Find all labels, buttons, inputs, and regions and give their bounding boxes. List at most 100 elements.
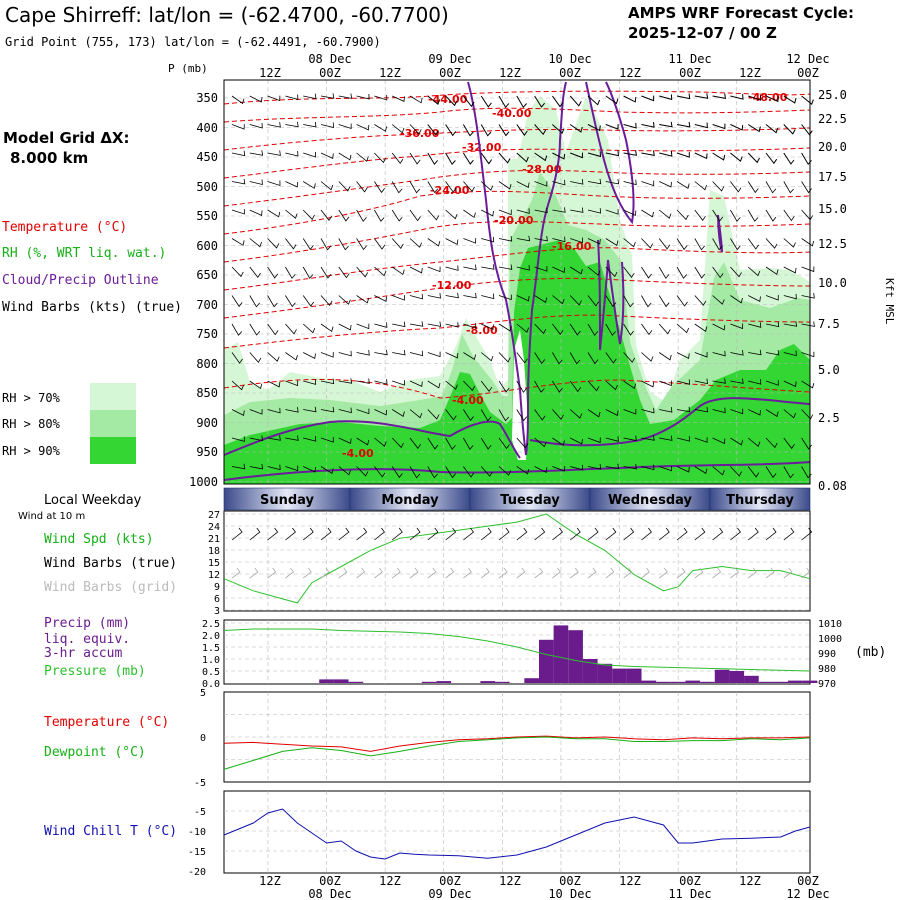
wind-barb-13-18 [552, 465, 566, 472]
wind-barb-5-18 [552, 236, 566, 243]
wind-barb-2-24 [659, 151, 673, 157]
wind-barb-2-17 [534, 152, 548, 162]
wind-barb-13-28 [730, 466, 742, 477]
wind-barb-6-17 [534, 266, 548, 272]
wc-ytick-1: -10 [188, 827, 206, 838]
wind-barb-0-31 [783, 95, 797, 104]
wind-barb-9-21 [605, 352, 617, 364]
surface-barb-2 [267, 527, 279, 541]
wind-barb-11-10 [409, 409, 423, 419]
time-gridlines [267, 80, 738, 484]
wind-barb-9-2 [267, 352, 280, 362]
wind-barb-2-10 [409, 152, 421, 165]
wind-barb-8-32 [801, 321, 815, 327]
wind-barb-6-8 [374, 266, 387, 277]
grid-barb-11 [427, 567, 437, 579]
wind-barb-6-6 [338, 266, 350, 279]
wind-barb-6-31 [783, 266, 797, 274]
wind-barb-13-9 [391, 466, 403, 479]
precip-bar-22 [744, 675, 759, 683]
wind-barb-2-28 [730, 152, 743, 163]
wind-barb-5-9 [391, 238, 404, 249]
wind-barb-5-0 [231, 238, 245, 246]
pressure-axis-label: P (mb) [168, 62, 208, 75]
wind-speed-line [223, 513, 811, 604]
wind-barb-11-28 [730, 408, 744, 415]
wind-barb-9-12 [445, 352, 459, 359]
wind-barb-12-3 [285, 435, 299, 441]
pressure-ytick-0: 1010 [818, 619, 842, 630]
wind-barb-7-31 [783, 293, 797, 300]
wind-barb-3-11 [427, 181, 439, 194]
wind-barb-3-30 [765, 181, 777, 194]
surface-barb-22 [623, 527, 635, 541]
wind-barb-2-14 [480, 152, 493, 165]
surface-barb-27 [712, 527, 724, 541]
rh70-swatch [90, 383, 136, 410]
wind-barb-11-1 [249, 409, 263, 415]
wind-barb-8-2 [267, 323, 279, 336]
temp-label-4: -36.00 [400, 127, 440, 140]
wind-barb-9-24 [658, 352, 672, 361]
legend-rh80: RH > 80% [2, 417, 61, 431]
wind-barb-4-13 [463, 209, 476, 219]
wind-barb-10-12 [445, 380, 458, 390]
wind-barb-4-0 [231, 208, 245, 215]
wind-barb-6-30 [765, 266, 779, 275]
windchill-panel: -5 -10 -15 -20 [188, 790, 811, 878]
wind-barb-12-9 [391, 437, 404, 449]
wind-barb-1-26 [694, 122, 708, 129]
wind-ytick-6: 9 [214, 582, 220, 593]
wind-barb-9-8 [374, 349, 388, 356]
pressure-label: Pressure (mb) [44, 664, 146, 679]
wind-barb-5-16 [516, 235, 531, 242]
precip-label: Precip (mm) [44, 616, 130, 631]
wind-barb-4-23 [641, 209, 654, 218]
wind-barb-13-23 [641, 464, 655, 471]
wind-barb-13-1 [249, 463, 264, 470]
wind-barb-13-19 [570, 464, 584, 471]
wind-barb-11-31 [783, 409, 796, 419]
wind-barb-9-22 [623, 352, 636, 363]
wind-barb-5-17 [534, 235, 548, 242]
wind-barb-9-9 [392, 349, 406, 356]
wind-barb-3-23 [641, 180, 655, 187]
wind-barb-10-7 [356, 378, 370, 384]
wind-barb-2-3 [285, 150, 299, 157]
wind-barb-7-5 [320, 295, 333, 306]
weekday-cell-4 [709, 487, 811, 511]
wind-barb-11-18 [552, 409, 564, 420]
height-axis-label: Kft MSL [883, 278, 896, 325]
wind-barb-8-18 [552, 323, 564, 335]
wind-barb-12-19 [570, 437, 583, 445]
wind-barb-5-24 [658, 238, 671, 250]
isotherm-minus-44 [223, 90, 811, 105]
wind-barb-9-5 [320, 352, 334, 358]
wind-barb-9-14 [480, 352, 494, 362]
wind-barb-2-16 [516, 152, 529, 163]
forecast-cycle-value: 2025-12-07 / 00 Z [628, 24, 777, 42]
wind-barb-13-7 [356, 466, 369, 477]
wind-barb-11-12 [445, 409, 457, 421]
h-tick-12: 12.5 [818, 237, 847, 251]
wind-barb-11-27 [712, 407, 726, 414]
wind-barb-2-22 [623, 150, 638, 156]
p-tick-550: 550 [196, 209, 218, 223]
wind-barb-10-32 [801, 380, 815, 389]
wind-barb-6-21 [605, 266, 618, 278]
wc-ytick-3: -20 [188, 867, 206, 878]
wind-barb-11-9 [391, 409, 405, 418]
bottom-hour-2: 00Z [319, 874, 341, 888]
top-date-3: 10 Dec [548, 52, 591, 66]
wind-barb-6-18 [552, 266, 566, 273]
wind-barb-11-6 [338, 407, 352, 414]
wind-barb-7-30 [765, 294, 779, 301]
wind-barb-6-1 [249, 266, 261, 278]
grid-barb-20 [587, 567, 597, 579]
wind-barb-9-18 [552, 352, 563, 365]
wind-chill-label: Wind Chill T (°C) [44, 824, 177, 839]
wind-barb-8-13 [463, 323, 477, 329]
grid-barb-9 [391, 567, 401, 579]
